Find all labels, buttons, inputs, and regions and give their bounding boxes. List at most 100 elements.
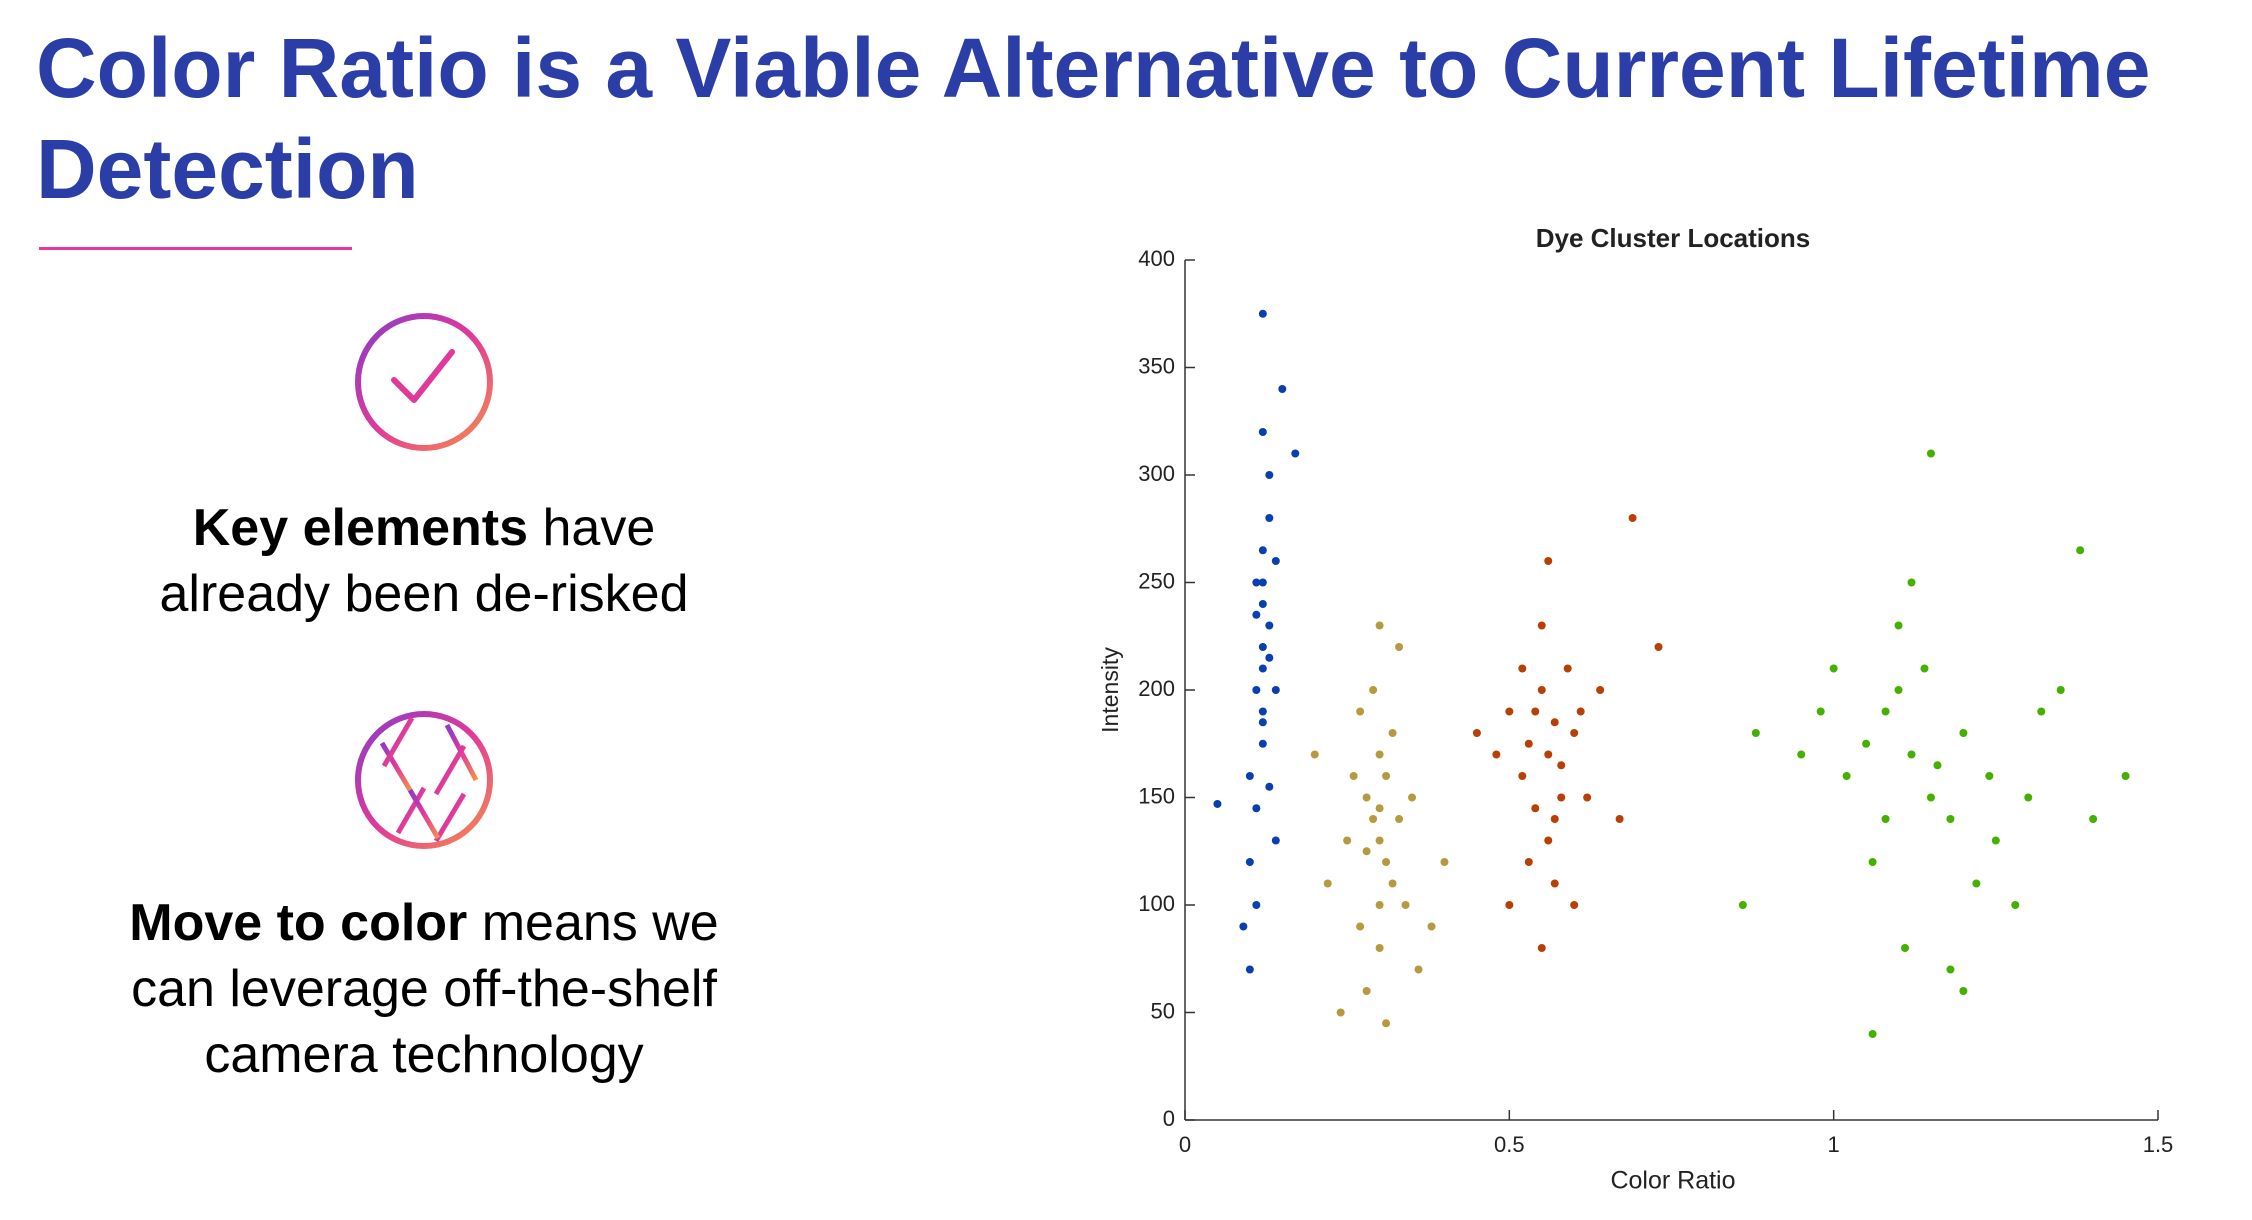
y-tick-label: 250	[1138, 568, 1175, 593]
point	[1907, 750, 1916, 759]
point	[1265, 621, 1274, 630]
point	[1751, 729, 1760, 737]
aperture-icon	[355, 711, 493, 849]
point	[1816, 707, 1825, 716]
point	[1881, 815, 1890, 823]
y-tick-label: 150	[1138, 783, 1175, 808]
point	[1862, 739, 1871, 748]
point	[1375, 804, 1384, 813]
point	[1518, 664, 1527, 673]
point	[1531, 804, 1540, 813]
point	[1544, 750, 1553, 759]
point	[1505, 901, 1514, 909]
point	[1252, 901, 1261, 909]
point	[1265, 653, 1274, 662]
point	[2011, 901, 2020, 909]
point	[1382, 1019, 1391, 1028]
point	[1894, 621, 1903, 630]
point	[1258, 428, 1267, 436]
point	[1375, 944, 1384, 952]
point	[1382, 858, 1391, 866]
point	[1946, 965, 1955, 974]
accent-rule	[39, 247, 352, 250]
point	[1265, 782, 1274, 791]
point	[1252, 578, 1261, 587]
point	[2056, 686, 2065, 694]
point	[2037, 707, 2046, 716]
point	[1401, 901, 1410, 909]
point	[1265, 514, 1274, 522]
point	[1544, 836, 1553, 845]
point	[1252, 804, 1261, 813]
point	[1239, 922, 1248, 931]
point	[1583, 793, 1592, 802]
point	[1440, 858, 1449, 866]
y-tick-label: 400	[1138, 246, 1175, 271]
slide-title: Color Ratio is a Viable Alternative to C…	[36, 21, 2151, 216]
point	[1310, 750, 1319, 759]
point	[1388, 729, 1397, 737]
point	[1252, 686, 1261, 694]
point	[1557, 793, 1566, 802]
y-tick-label: 0	[1163, 1106, 1175, 1131]
point	[1550, 815, 1559, 823]
point	[1291, 449, 1300, 458]
point	[1375, 750, 1384, 759]
point	[1362, 987, 1371, 995]
point	[2089, 815, 2098, 823]
bullet-text: Move to color means we can leverage off-…	[101, 890, 747, 1088]
bullet-bold: Key elements	[192, 499, 529, 557]
point	[1258, 600, 1267, 608]
point	[1868, 858, 1877, 866]
point	[1414, 965, 1423, 974]
point	[2076, 546, 2085, 555]
y-tick-label: 350	[1138, 353, 1175, 378]
point	[1920, 664, 1929, 673]
point	[1972, 879, 1981, 888]
point	[1959, 987, 1968, 995]
point	[1518, 772, 1527, 780]
point	[1492, 750, 1501, 759]
point	[1531, 707, 1540, 716]
point	[1323, 879, 1332, 888]
chart-title: Dye Cluster Locations	[1536, 223, 1811, 253]
point	[1271, 836, 1280, 845]
x-axis-label: Color Ratio	[1610, 1167, 1735, 1195]
point	[1356, 922, 1365, 931]
point	[1388, 879, 1397, 888]
point	[1271, 686, 1280, 694]
point	[1258, 578, 1267, 587]
point	[1472, 729, 1481, 737]
point	[1570, 901, 1579, 909]
x-tick-label: 1.5	[2143, 1132, 2174, 1157]
point	[2121, 772, 2130, 780]
point	[1563, 664, 1572, 673]
point	[1842, 772, 1851, 780]
point	[1369, 815, 1378, 823]
point	[1258, 707, 1267, 716]
point	[1550, 879, 1559, 888]
point	[1797, 750, 1806, 759]
point	[1382, 772, 1391, 780]
point	[1258, 546, 1267, 555]
y-tick-label: 200	[1138, 676, 1175, 701]
point	[2024, 793, 2033, 802]
bullet-rest: have already been de-risked	[159, 499, 689, 623]
y-tick-label: 100	[1138, 891, 1175, 916]
check-icon	[355, 313, 493, 451]
point	[1336, 1008, 1345, 1017]
point	[1524, 858, 1533, 866]
point	[1362, 793, 1371, 802]
point	[1738, 901, 1747, 909]
point	[1265, 471, 1274, 479]
point	[1278, 385, 1287, 393]
y-axis-label: Intensity	[1097, 647, 1123, 733]
point	[1901, 944, 1910, 952]
point	[1946, 815, 1955, 823]
point	[1537, 621, 1546, 630]
point	[1570, 729, 1579, 737]
y-tick-label: 50	[1151, 998, 1175, 1023]
point	[1258, 643, 1267, 651]
